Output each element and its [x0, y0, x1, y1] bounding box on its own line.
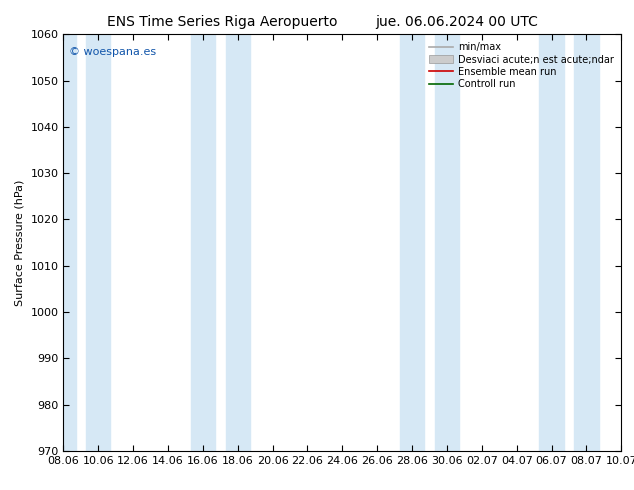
Bar	[86, 34, 110, 451]
Bar	[63, 34, 75, 451]
Text: jue. 06.06.2024 00 UTC: jue. 06.06.2024 00 UTC	[375, 15, 538, 29]
Text: © woespana.es: © woespana.es	[69, 47, 156, 57]
Bar	[226, 34, 250, 451]
Bar	[435, 34, 459, 451]
Legend: min/max, Desviaci acute;n est acute;ndar, Ensemble mean run, Controll run: min/max, Desviaci acute;n est acute;ndar…	[425, 39, 616, 92]
Bar	[400, 34, 424, 451]
Bar	[540, 34, 564, 451]
Text: ENS Time Series Riga Aeropuerto: ENS Time Series Riga Aeropuerto	[107, 15, 337, 29]
Y-axis label: Surface Pressure (hPa): Surface Pressure (hPa)	[15, 179, 25, 306]
Bar	[574, 34, 598, 451]
Bar	[191, 34, 215, 451]
